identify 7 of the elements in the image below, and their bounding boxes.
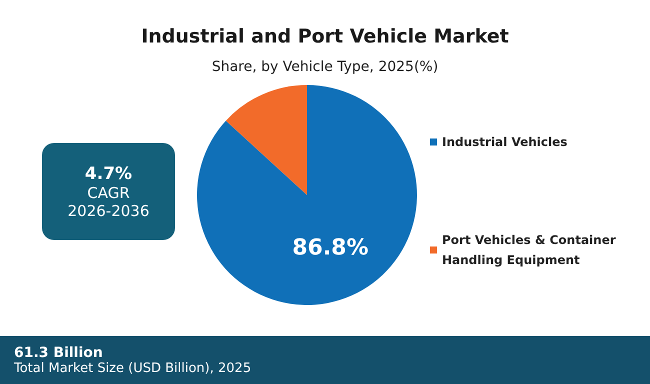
chart-title: Industrial and Port Vehicle Market xyxy=(141,26,509,48)
legend-label: Port Vehicles & Container Handling Equipment xyxy=(442,233,620,267)
summary-card: 4.7% CAGR 2026-2036 xyxy=(42,143,175,240)
chart-subtitle: Share, by Vehicle Type, 2025(%) xyxy=(212,59,438,75)
legend-label: Industrial Vehicles xyxy=(442,135,568,149)
footer-banner: 61.3 Billion Total Market Size (USD Billion), 2025 xyxy=(0,336,650,384)
data-label: 86.8% xyxy=(292,236,369,261)
